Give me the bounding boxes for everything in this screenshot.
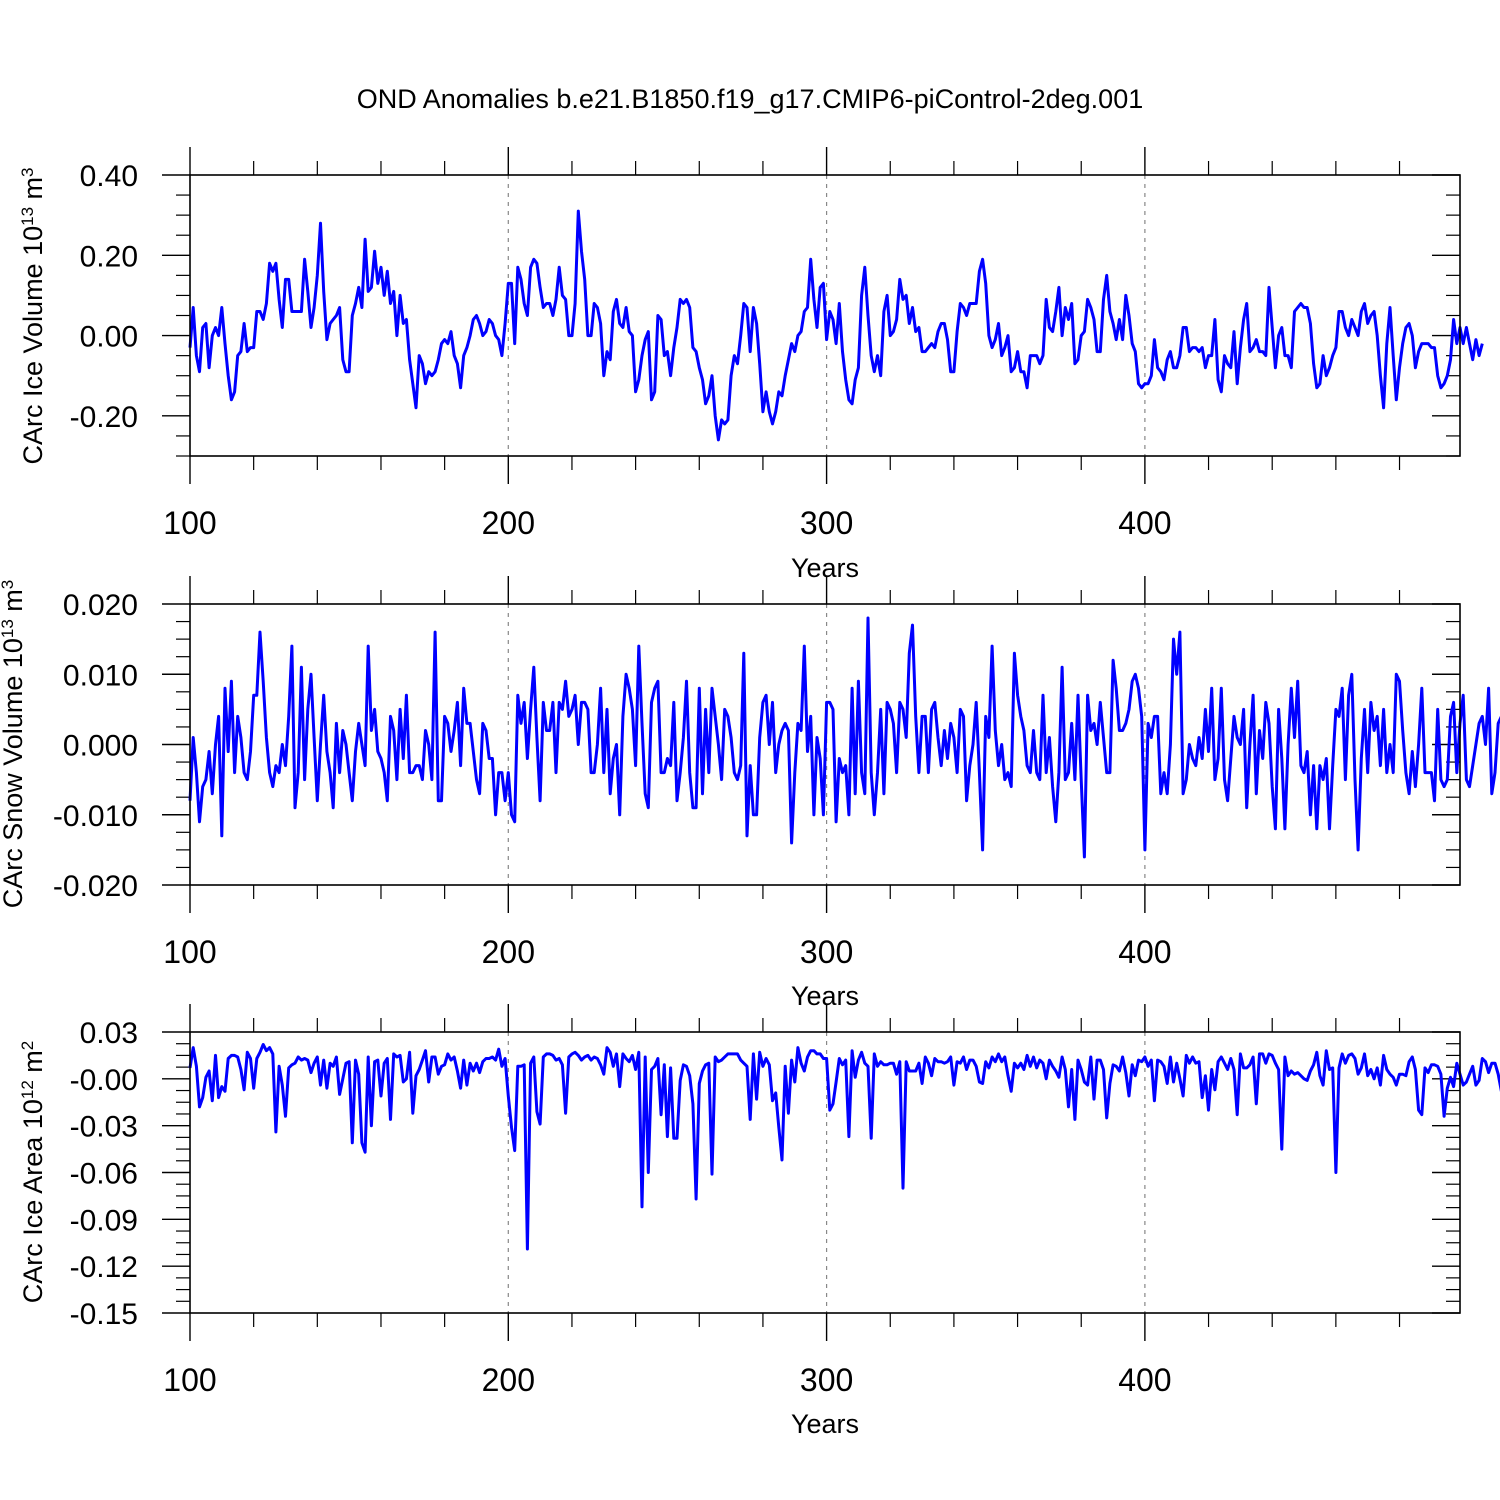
series-line xyxy=(188,1043,1500,1251)
y-tick-label: -0.03 xyxy=(70,1111,138,1144)
y-tick-label: 0.000 xyxy=(63,730,138,763)
y-tick-label: -0.06 xyxy=(70,1158,138,1191)
y-tick-label: -0.15 xyxy=(70,1298,138,1331)
y-tick-label: 0.20 xyxy=(80,240,138,273)
x-tick-label: 200 xyxy=(482,934,535,970)
chart-panel-1: 100 200 300 400 -0.20 0.00 0.20 0.40 Years CArc I… xyxy=(18,147,1484,583)
x-tick-label: 300 xyxy=(800,1362,853,1398)
x-axis-label: Years xyxy=(791,981,859,1011)
x-axis-label: Years xyxy=(791,553,859,583)
plot-frame xyxy=(189,603,1461,886)
y-tick-label: -0.09 xyxy=(70,1204,138,1237)
y-tick-label: 0.020 xyxy=(63,589,138,622)
y-tick-label: 0.00 xyxy=(80,321,138,354)
x-tick-label: 300 xyxy=(800,934,853,970)
y-axis-label: CArc Snow Volume 1013 m3 xyxy=(0,580,28,909)
x-tick-label: 200 xyxy=(482,505,535,541)
y-tick-label: 0.40 xyxy=(80,160,138,193)
plot-frame xyxy=(189,1031,1461,1314)
chart-panel-3: 100 200 300 400 -0.15 -0.12 -0.09 -0.06 -0.03 -0.… xyxy=(18,1004,1500,1439)
series-line xyxy=(188,209,1484,442)
y-axis-label: CArc Ice Area 1012 m2 xyxy=(18,1041,49,1304)
chart-panel-2: 100 200 300 400 -0.020 -0.010 0.000 0.010 0.020 Y… xyxy=(0,576,1500,1011)
y-tick-label: -0.20 xyxy=(70,401,138,434)
y-tick-label: -0.00 xyxy=(70,1064,138,1097)
x-tick-label: 200 xyxy=(482,1362,535,1398)
series-line xyxy=(188,616,1500,859)
x-axis-label: Years xyxy=(791,1409,859,1439)
x-tick-label: 400 xyxy=(1118,505,1171,541)
x-tick-label: 100 xyxy=(163,505,216,541)
y-axis-label: CArc Ice Volume 1013 m3 xyxy=(18,167,49,464)
y-tick-label: -0.010 xyxy=(53,800,138,833)
plot-frame xyxy=(189,174,1461,457)
x-tick-label: 400 xyxy=(1118,934,1171,970)
x-tick-label: 100 xyxy=(163,1362,216,1398)
x-tick-label: 100 xyxy=(163,934,216,970)
y-tick-label: -0.020 xyxy=(53,870,138,903)
y-tick-label: 0.010 xyxy=(63,659,138,692)
x-tick-label: 400 xyxy=(1118,1362,1171,1398)
y-tick-label: -0.12 xyxy=(70,1251,138,1284)
x-tick-label: 300 xyxy=(800,505,853,541)
chart-title: OND Anomalies b.e21.B1850.f19_g17.CMIP6-… xyxy=(356,84,1144,114)
y-tick-label: 0.03 xyxy=(80,1017,138,1050)
